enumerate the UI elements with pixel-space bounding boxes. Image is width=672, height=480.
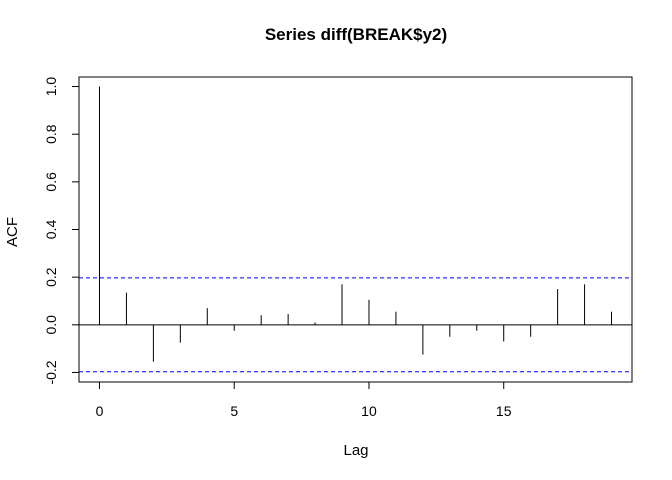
plot-frame bbox=[78, 76, 633, 383]
x-tick-label: 10 bbox=[361, 403, 377, 419]
y-axis: -0.2 0.0 0.2 0.4 0.6 0.8 1.0 bbox=[43, 77, 80, 385]
y-axis-label: ACF bbox=[4, 217, 21, 247]
y-tick-label: 1.0 bbox=[43, 77, 59, 97]
y-tick-label: -0.2 bbox=[43, 360, 59, 384]
x-tick-label: 0 bbox=[96, 403, 104, 419]
y-tick-label: 0.6 bbox=[43, 172, 59, 192]
y-tick-label: 0.8 bbox=[43, 124, 59, 144]
chart-title: Series diff(BREAK$y2) bbox=[265, 25, 447, 44]
plot-area bbox=[78, 76, 633, 383]
x-axis: 0 5 10 15 bbox=[96, 381, 512, 419]
x-tick-label: 15 bbox=[496, 403, 512, 419]
y-tick-label: 0.4 bbox=[43, 220, 59, 240]
x-tick-label: 5 bbox=[230, 403, 238, 419]
y-tick-label: 0.0 bbox=[43, 315, 59, 335]
y-tick-label: 0.2 bbox=[43, 267, 59, 287]
x-axis-label: Lag bbox=[343, 442, 368, 459]
